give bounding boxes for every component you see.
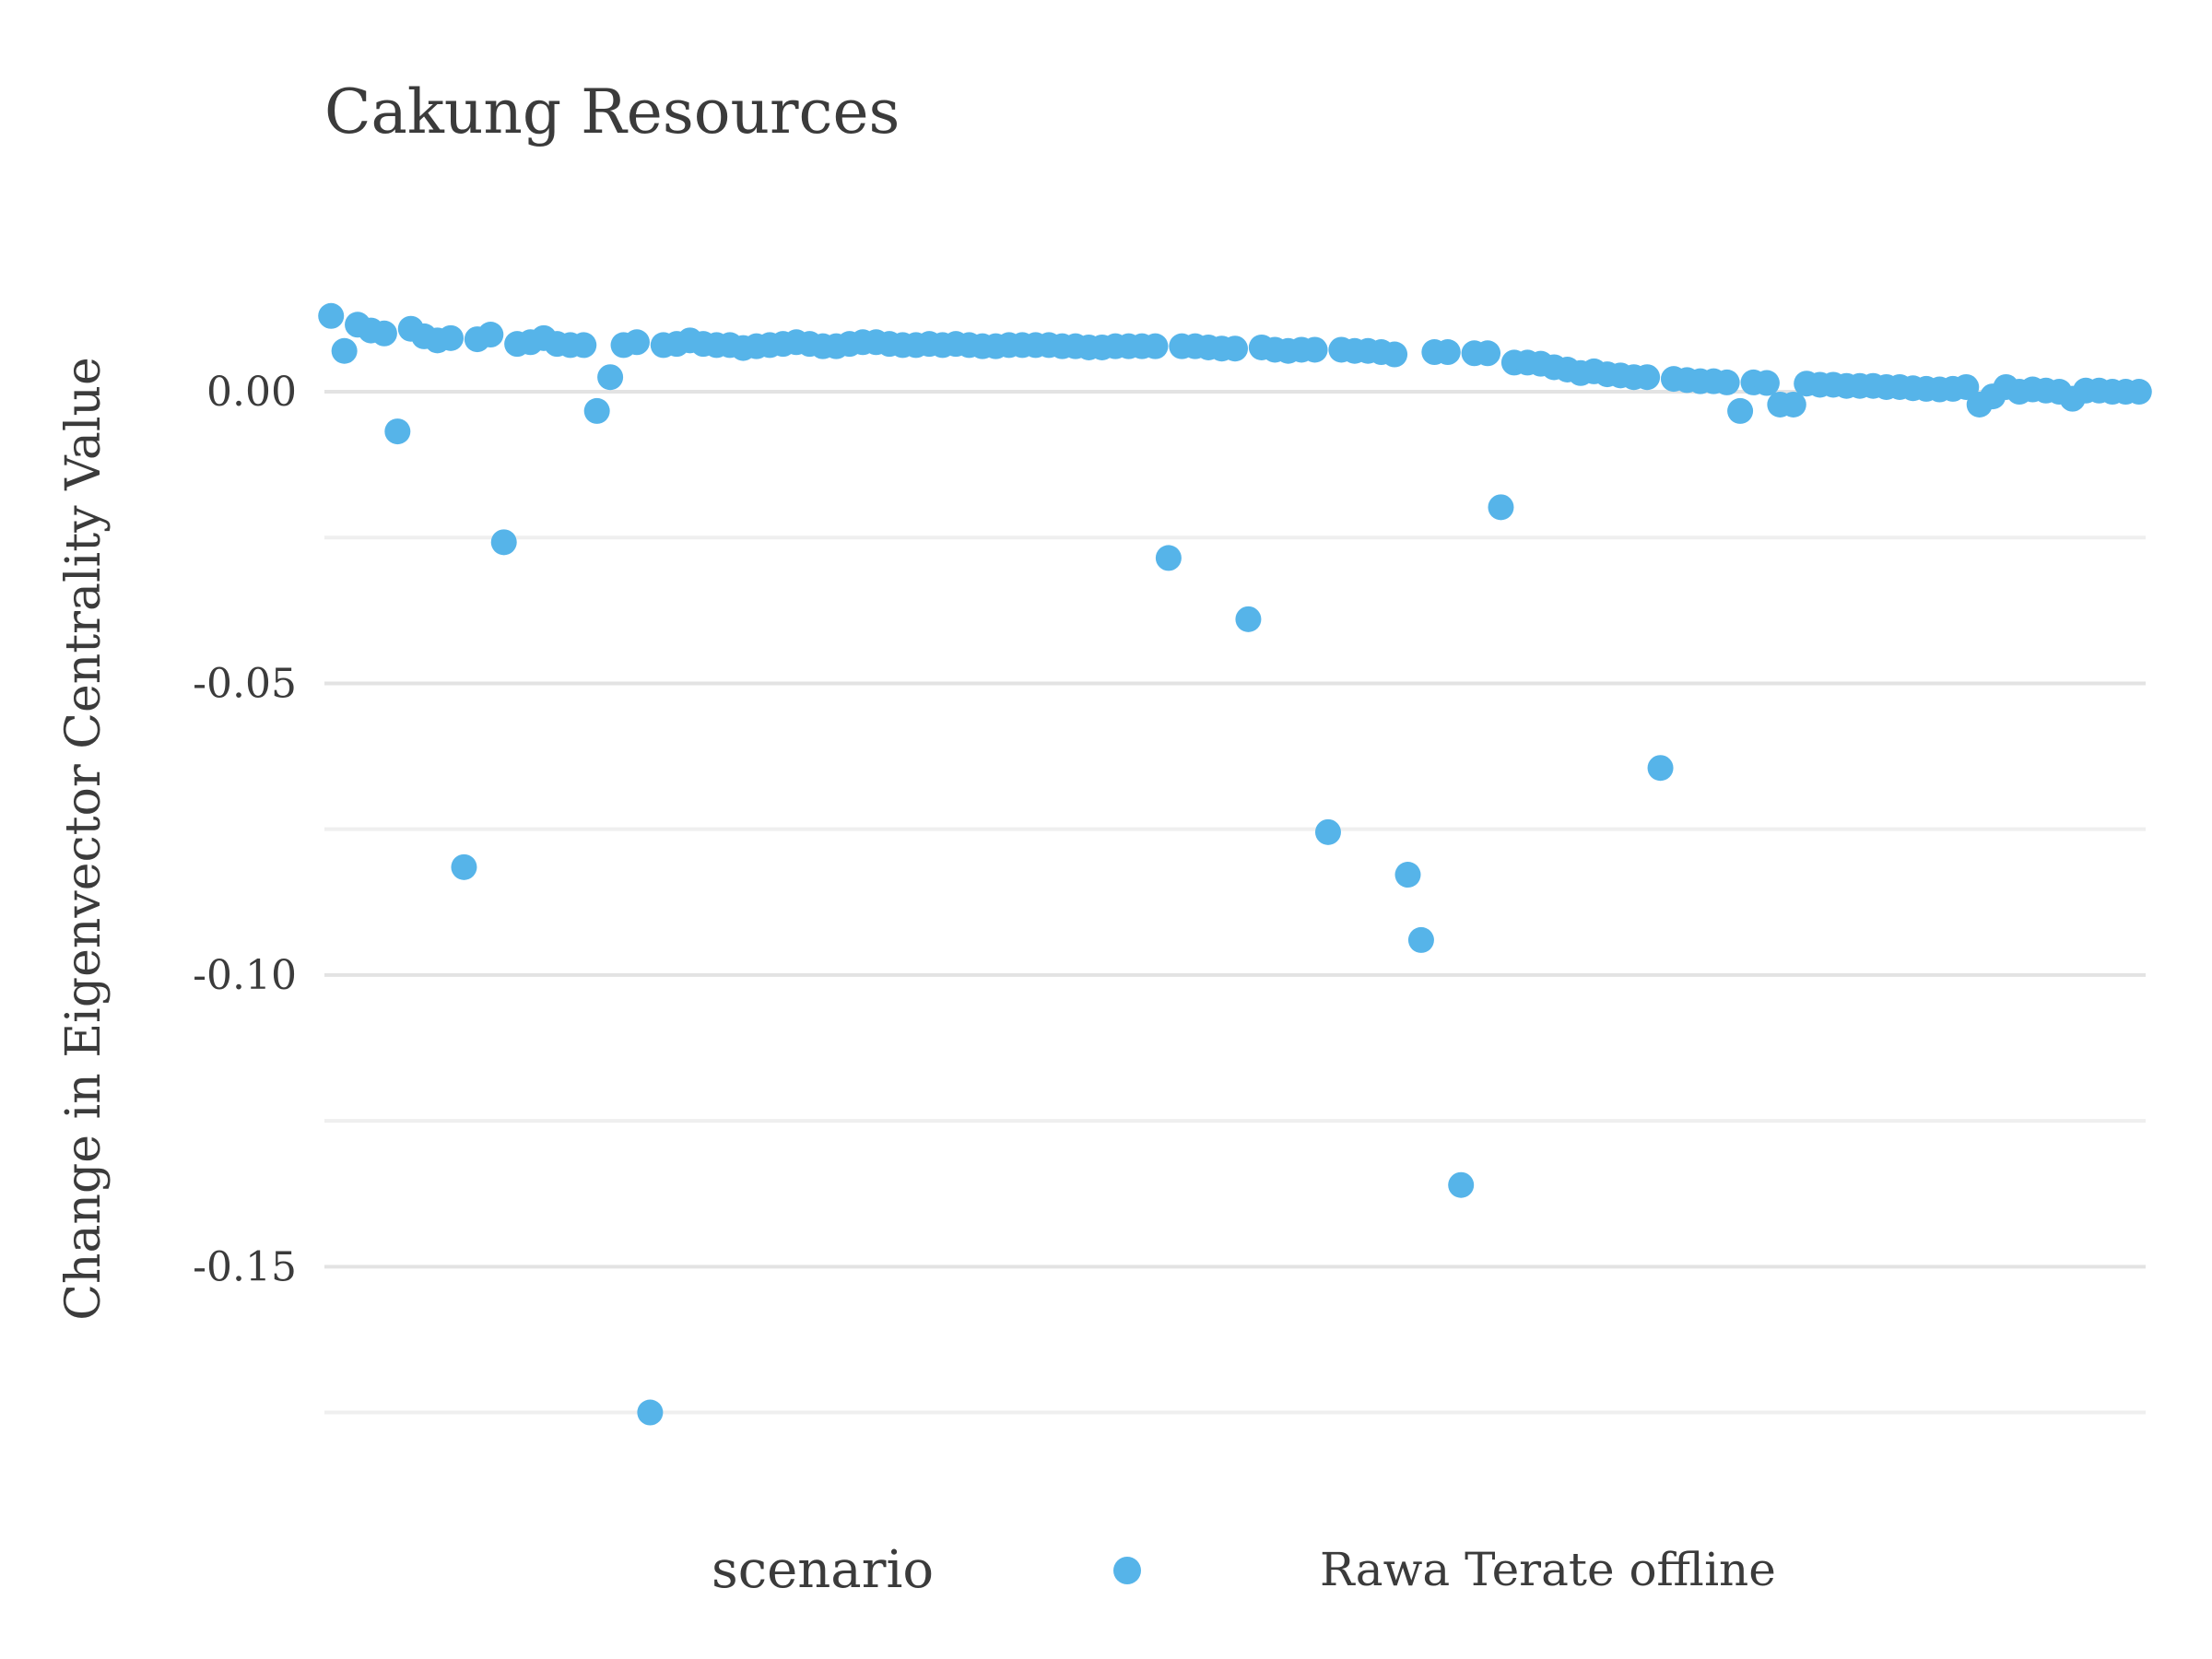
data-point (1713, 369, 1740, 395)
data-point (371, 320, 397, 347)
data-point (1448, 1171, 1475, 1198)
y-tick-label: -0.10 (193, 952, 297, 999)
data-point (1434, 339, 1461, 366)
data-point (637, 1399, 664, 1426)
data-point (1634, 364, 1661, 391)
data-point (1314, 818, 1341, 845)
y-tick-label: -0.15 (193, 1243, 297, 1290)
data-points (318, 302, 2152, 1426)
data-point (1647, 755, 1674, 782)
y-axis-label: Change in Eigenvector Centrality Value (56, 357, 112, 1321)
data-point (1235, 606, 1262, 632)
data-point (1488, 494, 1514, 521)
data-point (1394, 862, 1421, 888)
data-point (1407, 926, 1434, 953)
data-point (571, 332, 597, 359)
data-point (1953, 373, 1980, 400)
data-point (1222, 335, 1248, 362)
data-point (1780, 391, 1806, 418)
data-point (477, 322, 504, 348)
y-tick-label: -0.05 (193, 660, 297, 707)
data-point (1382, 341, 1408, 368)
y-tick-label: 0.00 (206, 369, 297, 416)
y-tick-labels: 0.00 -0.05 -0.10 -0.15 (193, 369, 297, 1290)
data-point (1727, 397, 1754, 424)
legend: scenario Rawa Terate offline (712, 1540, 1776, 1600)
gridlines (324, 390, 2146, 1415)
data-point (1753, 370, 1780, 396)
data-point (597, 364, 624, 391)
data-point (1155, 545, 1182, 571)
data-point (1142, 333, 1169, 359)
data-point (438, 324, 465, 351)
data-point (331, 337, 358, 364)
legend-title: scenario (712, 1540, 934, 1600)
chart-title: Cakung Resources (324, 76, 900, 147)
data-point (1301, 336, 1328, 363)
legend-label: Rawa Terate offline (1320, 1543, 1776, 1596)
data-point (583, 397, 610, 424)
data-point (451, 853, 477, 880)
data-point (1475, 340, 1501, 367)
data-point (318, 302, 345, 329)
data-point (490, 529, 517, 556)
data-point (2125, 379, 2152, 406)
data-point (623, 329, 650, 356)
data-point (384, 418, 411, 445)
legend-swatch (1113, 1557, 1141, 1584)
